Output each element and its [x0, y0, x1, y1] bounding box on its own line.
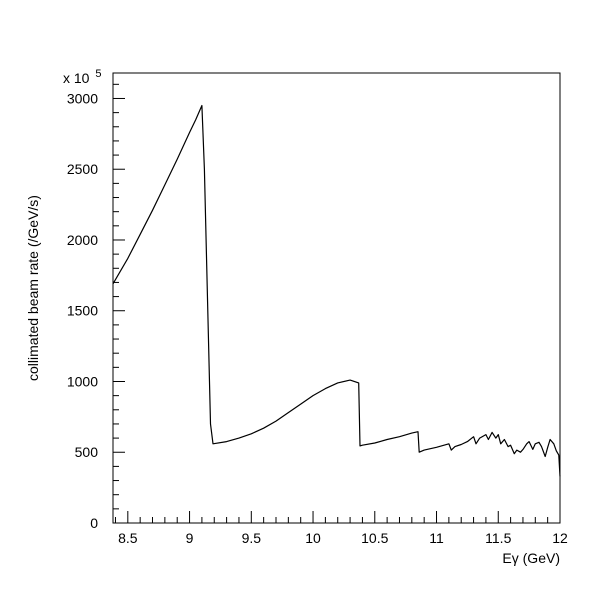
x-tick-label: 9.5 — [242, 530, 262, 546]
y-tick-label: 500 — [75, 444, 99, 460]
x-axis-tick-labels: 8.5 9 9.5 10 10.5 11 11.5 12 — [118, 530, 568, 546]
x-axis-ticks — [114, 511, 561, 523]
y-tick-label: 2000 — [67, 232, 98, 248]
x-tick-label: 10.5 — [361, 530, 388, 546]
x-tick-label: 11 — [429, 530, 444, 546]
y-axis-tick-labels: 0 500 1000 1500 2000 2500 3000 — [67, 90, 98, 531]
x-tick-label: 12 — [552, 530, 568, 546]
y-tick-label: 1000 — [67, 373, 98, 389]
x-tick-label: 8.5 — [118, 530, 138, 546]
x-axis-label: Eγ (GeV) — [502, 550, 560, 566]
y-axis-multiplier: x 10 5 — [63, 68, 101, 86]
y-axis-multiplier-base: x 10 — [63, 70, 90, 86]
y-axis-label: collimated beam rate (/GeV/s) — [25, 195, 41, 381]
series-line — [112, 104, 561, 477]
y-tick-label: 2500 — [67, 161, 98, 177]
y-axis-multiplier-exponent: 5 — [95, 68, 101, 80]
x-tick-label: 10 — [305, 530, 321, 546]
plot-frame — [112, 72, 561, 524]
series-group — [112, 104, 561, 477]
x-tick-label: 9 — [186, 530, 194, 546]
x-tick-label: 11.5 — [485, 530, 511, 546]
y-tick-label: 3000 — [67, 90, 98, 106]
y-tick-label: 1500 — [67, 303, 98, 319]
y-tick-label: 0 — [90, 515, 98, 531]
